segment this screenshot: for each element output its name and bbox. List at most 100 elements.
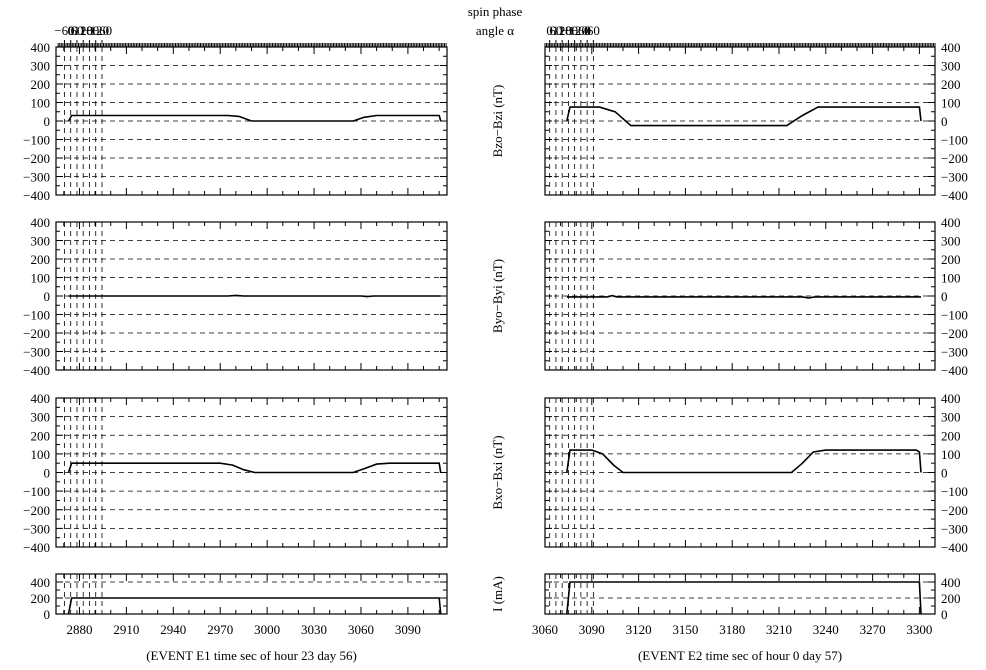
y-tick-label: 0 <box>44 607 51 622</box>
y-tick-label: −200 <box>941 151 968 166</box>
y-tick-label: −200 <box>941 503 968 518</box>
y-tick-label: 400 <box>31 215 51 230</box>
y-tick-label: 300 <box>941 234 961 249</box>
series-trace <box>67 462 442 474</box>
series-trace <box>67 114 442 122</box>
x-tick-label: 3270 <box>860 622 886 637</box>
y-tick-label: 100 <box>31 447 51 462</box>
phase-tick-label: 180 <box>559 23 579 38</box>
phase-tick-label: −60 <box>92 23 112 38</box>
event-column-2: 400 300 200 100 0 −100 −200 −300 −400 400 300 200 10… <box>532 23 968 663</box>
y-tick-label: 200 <box>941 591 961 606</box>
y-tick-label: 400 <box>941 575 961 590</box>
y-tick-label: 0 <box>44 114 51 129</box>
y-tick-label: 0 <box>44 289 51 304</box>
x-tick-label: 3300 <box>906 622 932 637</box>
series-trace <box>566 581 922 615</box>
y-tick-label: −300 <box>23 521 50 536</box>
panel-2-1: 400 300 200 100 0 −100 −200 −300 −400 <box>544 40 968 203</box>
y-tick-label: −200 <box>23 326 50 341</box>
panel-1-3: 400 300 200 100 0 −100 −200 −300 −400 <box>23 391 448 555</box>
y-tick-label: 300 <box>31 234 51 249</box>
y-tick-label: 200 <box>31 252 51 267</box>
phase-tick-label: 60 <box>587 23 600 38</box>
y-tick-label: 100 <box>941 271 961 286</box>
panel-label: Bzo−Bzi (nT) <box>490 85 505 158</box>
y-tick-label: 200 <box>941 428 961 443</box>
y-tick-label: −400 <box>23 540 50 555</box>
y-tick-label: −100 <box>941 133 968 148</box>
phase-tick-label: −60 <box>571 23 591 38</box>
y-tick-label: 100 <box>941 447 961 462</box>
phase-tick-label: −60 <box>54 23 74 38</box>
x-tick-label: 3060 <box>348 622 374 637</box>
x-tick-label: 3030 <box>301 622 327 637</box>
phase-tick-label: 60 <box>70 23 83 38</box>
y-tick-label: 300 <box>31 410 51 425</box>
phase-tick-label: 0 <box>546 23 553 38</box>
phase-tick-label: 120 <box>552 23 572 38</box>
y-tick-label: 0 <box>44 466 51 481</box>
y-tick-label: −200 <box>941 326 968 341</box>
y-tick-label: 100 <box>31 96 51 111</box>
y-tick-label: −400 <box>941 363 968 378</box>
panel-label: Byo−Byi (nT) <box>490 259 505 333</box>
y-tick-label: 0 <box>941 466 948 481</box>
y-tick-label: −100 <box>941 308 968 323</box>
x-tick-label: 2940 <box>160 622 186 637</box>
x-tick-label: 3180 <box>719 622 745 637</box>
y-tick-label: −100 <box>23 308 50 323</box>
series-trace <box>68 294 441 298</box>
y-tick-label: 400 <box>31 40 51 55</box>
y-tick-label: 200 <box>941 77 961 92</box>
event-column-1: 400 300 200 100 0 −100 −200 −300 −400 400 300 200 10… <box>23 23 448 663</box>
x-tick-label: 3120 <box>626 622 652 637</box>
x-tick-label: 3150 <box>672 622 698 637</box>
phase-tick-label: 0 <box>67 23 74 38</box>
phase-tick-label: 180 <box>80 23 100 38</box>
y-tick-label: −300 <box>941 170 968 185</box>
y-tick-label: 200 <box>31 591 51 606</box>
event-caption: (EVENT E1 time sec of hour 23 day 56) <box>146 648 357 663</box>
y-tick-label: 400 <box>31 391 51 406</box>
y-tick-label: 200 <box>31 428 51 443</box>
y-tick-label: −100 <box>941 484 968 499</box>
x-tick-label: 3060 <box>532 622 558 637</box>
x-tick-label: 3090 <box>395 622 421 637</box>
y-tick-label: −100 <box>23 484 50 499</box>
panel-1-2: 400 300 200 100 0 −100 −200 −300 −400 <box>23 215 448 378</box>
y-tick-label: −300 <box>23 170 50 185</box>
y-tick-label: −400 <box>23 188 50 203</box>
event-caption: (EVENT E2 time sec of hour 0 day 57) <box>638 648 842 663</box>
y-tick-label: −400 <box>941 540 968 555</box>
panel-label: I (mA) <box>490 576 505 612</box>
phase-tick-label: 0 <box>584 23 591 38</box>
phase-tick-label: −120 <box>561 23 588 38</box>
x-tick-label: 2910 <box>113 622 139 637</box>
y-tick-label: 400 <box>31 575 51 590</box>
y-tick-label: 0 <box>941 607 948 622</box>
y-tick-label: −300 <box>941 345 968 360</box>
panel-1-1: 400 300 200 100 0 −100 −200 −300 −400 <box>23 40 448 203</box>
y-tick-label: 300 <box>941 410 961 425</box>
y-tick-label: −300 <box>23 345 50 360</box>
y-tick-label: −400 <box>941 188 968 203</box>
y-tick-label: 200 <box>31 77 51 92</box>
panel-frame <box>544 573 936 615</box>
y-tick-label: −200 <box>23 503 50 518</box>
phase-tick-label: −120 <box>82 23 109 38</box>
x-tick-label: 3090 <box>579 622 605 637</box>
y-tick-label: −300 <box>941 521 968 536</box>
panel-label: Bxo−Bxi (nT) <box>490 435 505 509</box>
y-tick-label: −100 <box>23 133 50 148</box>
panel-2-3: 400 300 200 100 0 −100 −200 −300 −400 <box>544 391 968 555</box>
y-tick-label: 0 <box>941 114 948 129</box>
y-tick-label: −200 <box>23 151 50 166</box>
series-trace <box>566 449 922 474</box>
top-axis-label-line2: angle α <box>476 23 514 38</box>
y-tick-label: −400 <box>23 363 50 378</box>
y-tick-label: 100 <box>941 96 961 111</box>
